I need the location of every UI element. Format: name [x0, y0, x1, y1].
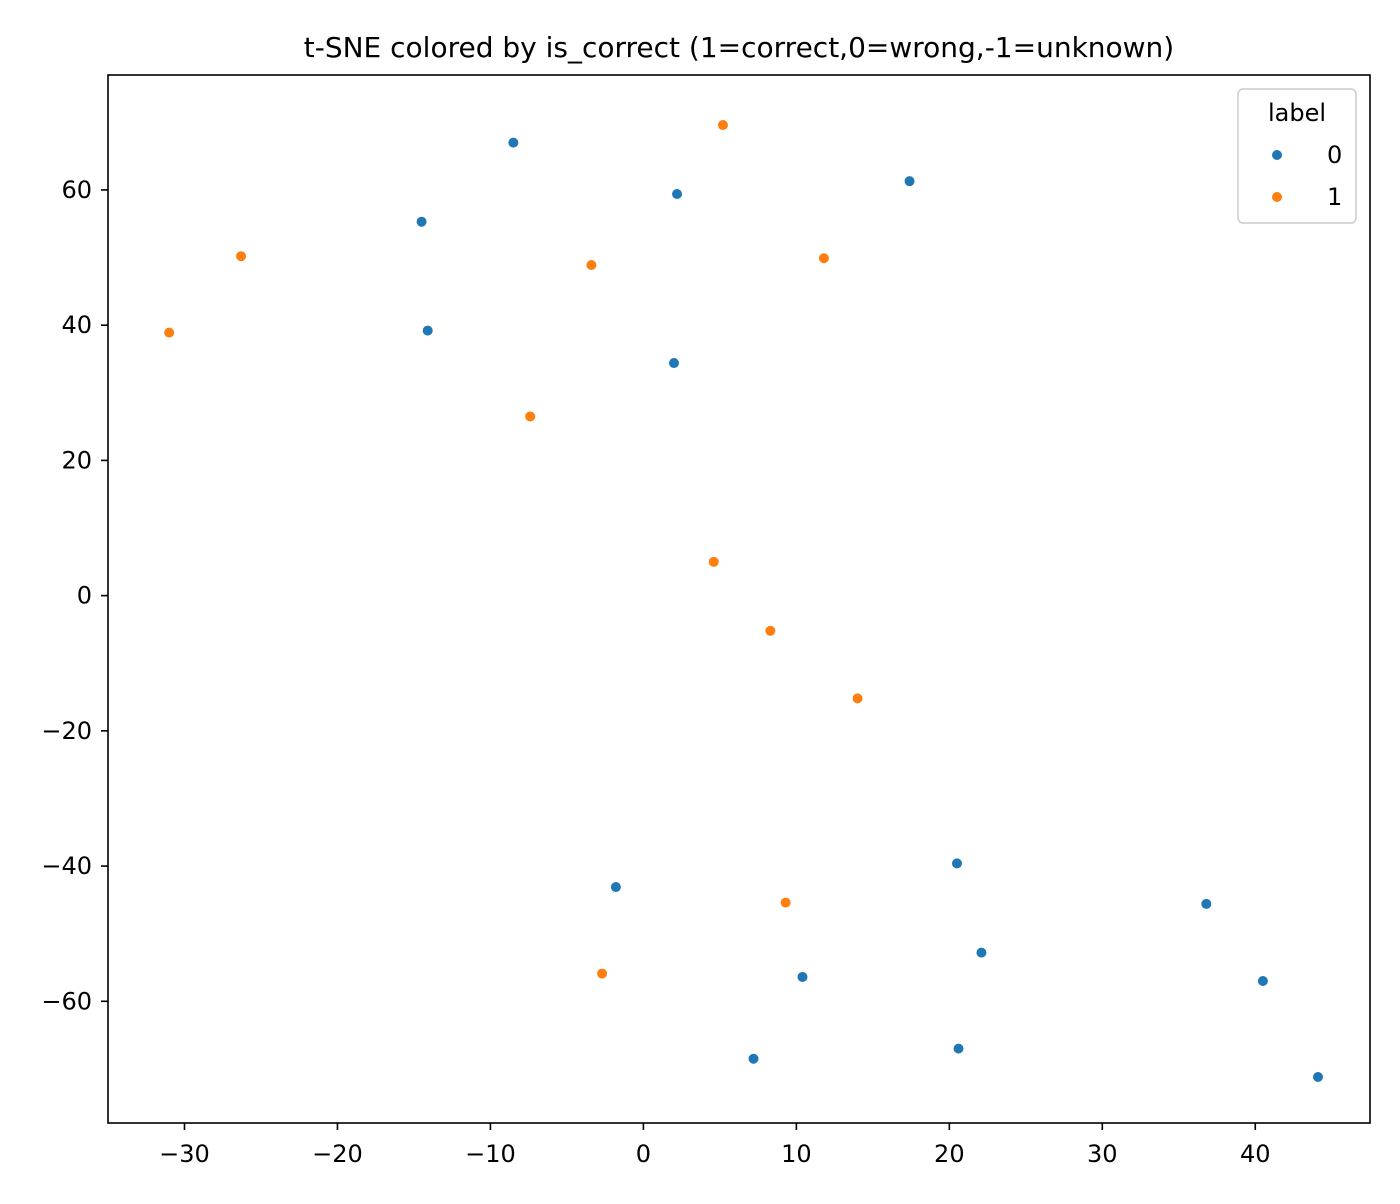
- data-point-label-1: [851, 692, 864, 705]
- data-points: [163, 119, 1324, 1084]
- data-point-label-1: [596, 967, 609, 980]
- x-tick-label: 30: [1087, 1140, 1118, 1168]
- data-point-label-1: [524, 410, 537, 423]
- legend-marker-1: [1271, 191, 1283, 203]
- legend-items: 01: [1271, 141, 1342, 211]
- data-point-label-0: [667, 357, 680, 370]
- x-tick-label: 0: [636, 1140, 651, 1168]
- x-tick-label: 20: [934, 1140, 965, 1168]
- x-tick-label: 10: [781, 1140, 812, 1168]
- y-tick-label: 40: [61, 311, 92, 339]
- data-point-label-0: [950, 857, 963, 870]
- data-point-label-0: [1256, 975, 1269, 988]
- data-point-label-1: [817, 252, 830, 265]
- x-tick-label: 40: [1240, 1140, 1271, 1168]
- y-tick-label: 0: [77, 582, 92, 610]
- data-point-label-0: [1311, 1071, 1324, 1084]
- x-tick-label: −20: [312, 1140, 363, 1168]
- data-point-label-0: [975, 946, 988, 959]
- data-point-label-0: [1200, 897, 1213, 910]
- data-point-label-1: [707, 555, 720, 568]
- y-tick-label: −20: [41, 717, 92, 745]
- x-tick-label: −30: [159, 1140, 210, 1168]
- data-point-label-0: [747, 1052, 760, 1065]
- legend-marker-0: [1271, 149, 1283, 161]
- data-point-label-0: [796, 970, 809, 983]
- data-point-label-1: [716, 119, 729, 132]
- data-point-label-0: [952, 1042, 965, 1055]
- data-point-label-1: [779, 896, 792, 909]
- data-point-label-0: [609, 881, 622, 894]
- y-tick-label: 60: [61, 176, 92, 204]
- data-point-label-0: [671, 187, 684, 200]
- chart-title: t-SNE colored by is_correct (1=correct,0…: [304, 31, 1174, 64]
- data-point-label-0: [421, 324, 434, 337]
- legend-label-1: 1: [1327, 183, 1342, 211]
- data-point-label-1: [764, 624, 777, 637]
- legend-title: label: [1268, 99, 1326, 127]
- legend-label-0: 0: [1327, 141, 1342, 169]
- plot-area-frame: [107, 74, 1371, 1124]
- data-point-label-1: [585, 258, 598, 271]
- data-point-label-1: [163, 326, 176, 339]
- legend: label 01: [1237, 88, 1357, 224]
- axis-ticks: −30 −20 −10 0 10 20 30 40 −60 −40 −20 0 20 40 60: [41, 176, 1270, 1168]
- data-point-label-0: [903, 175, 916, 188]
- y-tick-label: −60: [41, 987, 92, 1015]
- y-tick-label: −40: [41, 852, 92, 880]
- y-tick-label: 20: [61, 446, 92, 474]
- data-point-label-0: [415, 215, 428, 228]
- x-tick-label: −10: [465, 1140, 516, 1168]
- data-point-label-1: [235, 250, 248, 263]
- data-point-label-0: [507, 136, 520, 149]
- legend-box: [1237, 88, 1357, 224]
